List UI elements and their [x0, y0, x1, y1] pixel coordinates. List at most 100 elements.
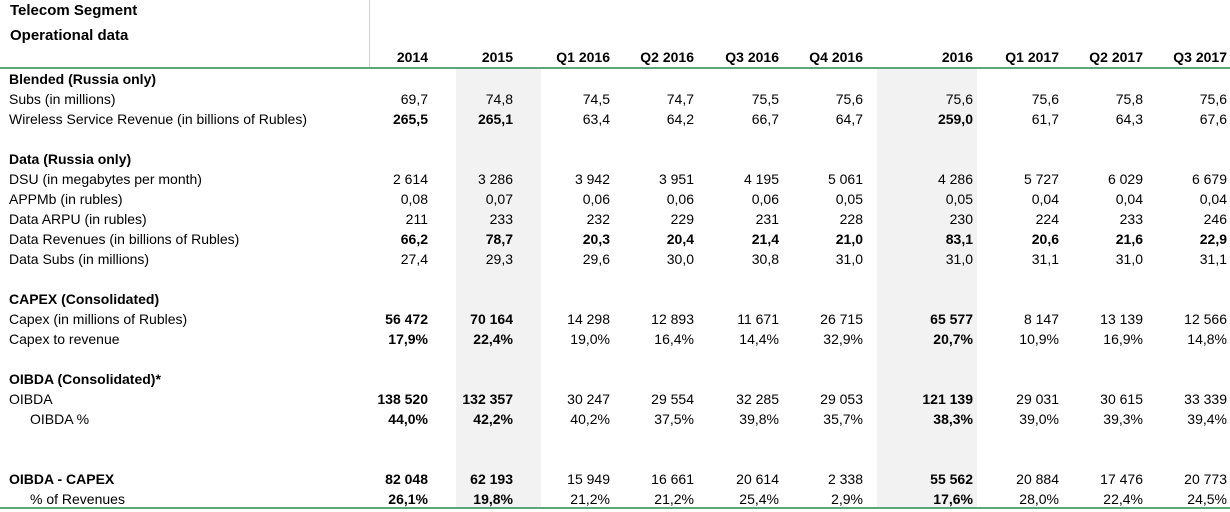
cell-value: 56 472 — [385, 311, 428, 327]
header-column-divider — [369, 0, 370, 68]
cell-value: 0,06 — [751, 191, 779, 207]
row-label: OIBDA (Consolidated)* — [9, 371, 161, 387]
cell-value: 28,0% — [1019, 491, 1059, 507]
row-label: DSU (in megabytes per month) — [9, 171, 202, 187]
section-row: Data (Russia only) — [0, 149, 1230, 169]
cell-value: 75,6 — [945, 91, 973, 107]
cell-value: 83,1 — [945, 231, 973, 247]
cell-value: 39,4% — [1187, 411, 1227, 427]
cell-value: 75,8 — [1115, 91, 1143, 107]
cell-value: 14,4% — [739, 331, 779, 347]
cell-value: 22,4% — [473, 331, 513, 347]
section-row: CAPEX (Consolidated) — [0, 289, 1230, 309]
cell-value: 35,7% — [823, 411, 863, 427]
shaded-column-2015 — [456, 68, 541, 509]
cell-value: 13 139 — [1100, 311, 1143, 327]
row-label: OIBDA — [9, 391, 53, 407]
cell-value: 20,3 — [582, 231, 610, 247]
row-label: Data Subs (in millions) — [9, 251, 150, 267]
table-row: Capex (in millions of Rubles) 56 472 70 16… — [0, 309, 1230, 329]
cell-value: 29 031 — [1016, 391, 1059, 407]
cell-value: 26,1% — [388, 491, 428, 507]
cell-value: 75,5 — [751, 91, 779, 107]
cell-value: 211 — [405, 211, 428, 227]
cell-value: 246 — [1203, 211, 1227, 227]
row-label: OIBDA - CAPEX — [9, 471, 115, 487]
cell-value: 25,4% — [739, 491, 779, 507]
cell-value: 29 554 — [651, 391, 694, 407]
row-label: Blended (Russia only) — [9, 71, 157, 87]
cell-value: 32 285 — [736, 391, 779, 407]
row-label: Data (Russia only) — [9, 151, 132, 167]
cell-value: 138 520 — [377, 391, 428, 407]
cell-value: 21,4 — [751, 231, 779, 247]
table-row: Data ARPU (in rubles) 211 233 232 229 231 228 2… — [0, 209, 1230, 229]
column-header: Q3 2017 — [1173, 49, 1227, 65]
cell-value: 231 — [755, 211, 779, 227]
spacer-row — [0, 429, 1230, 449]
cell-value: 82 048 — [385, 471, 428, 487]
cell-value: 19,8% — [473, 491, 513, 507]
cell-value: 74,5 — [582, 91, 610, 107]
cell-value: 11 671 — [737, 311, 779, 327]
cell-value: 33 339 — [1184, 391, 1227, 407]
cell-value: 21,6 — [1115, 231, 1143, 247]
table-row: Subs (in millions) 69,7 74,8 74,5 74,7 75,5 75… — [0, 89, 1230, 109]
cell-value: 20 884 — [1016, 471, 1059, 487]
cell-value: 16 661 — [651, 471, 694, 487]
cell-value: 233 — [1119, 211, 1143, 227]
cell-value: 30,0 — [666, 251, 694, 267]
cell-value: 30,8 — [751, 251, 779, 267]
sheet-subtitle: Operational data — [10, 27, 129, 44]
column-header: Q4 2016 — [809, 49, 863, 65]
cell-value: 39,3% — [1103, 411, 1143, 427]
table-row: APPMb (in rubles) 0,08 0,07 0,06 0,06 0,06 0,0… — [0, 189, 1230, 209]
cell-value: 66,2 — [400, 231, 428, 247]
cell-value: 15 949 — [567, 471, 610, 487]
cell-value: 0,05 — [835, 191, 863, 207]
cell-value: 19,0% — [570, 331, 610, 347]
cell-value: 31,1 — [1199, 251, 1227, 267]
cell-value: 232 — [586, 211, 610, 227]
row-label: Capex (in millions of Rubles) — [9, 311, 188, 327]
cell-value: 64,7 — [835, 111, 863, 127]
cell-value: 0,05 — [945, 191, 973, 207]
cell-value: 224 — [1035, 211, 1059, 227]
table-row: Capex to revenue 17,9% 22,4% 19,0% 16,4% 14,4… — [0, 329, 1230, 349]
cell-value: 27,4 — [400, 251, 428, 267]
cell-value: 39,0% — [1019, 411, 1059, 427]
cell-value: 0,04 — [1199, 191, 1227, 207]
cell-value: 38,3% — [933, 411, 973, 427]
cell-value: 22,9 — [1199, 231, 1227, 247]
row-label: Capex to revenue — [9, 331, 120, 347]
row-label: Subs (in millions) — [9, 91, 116, 107]
cell-value: 37,5% — [654, 411, 694, 427]
cell-value: 229 — [670, 211, 694, 227]
cell-value: 21,0 — [835, 231, 863, 247]
cell-value: 3 286 — [477, 171, 513, 187]
cell-value: 3 942 — [574, 171, 610, 187]
row-label: APPMb (in rubles) — [9, 191, 123, 207]
cell-value: 69,7 — [400, 91, 428, 107]
cell-value: 40,2% — [570, 411, 610, 427]
column-header: Q3 2016 — [725, 49, 779, 65]
cell-value: 64,2 — [666, 111, 694, 127]
cell-value: 75,6 — [1199, 91, 1227, 107]
cell-value: 26 715 — [820, 311, 863, 327]
row-label: % of Revenues — [30, 491, 125, 507]
cell-value: 74,7 — [666, 91, 694, 107]
section-row: OIBDA (Consolidated)* — [0, 369, 1230, 389]
spacer-row — [0, 349, 1230, 369]
column-header: Q1 2017 — [1005, 49, 1059, 65]
cell-value: 14,8% — [1187, 331, 1227, 347]
cell-value: 67,6 — [1199, 111, 1227, 127]
section-row: Blended (Russia only) — [0, 69, 1230, 89]
cell-value: 55 562 — [930, 471, 973, 487]
cell-value: 20,7% — [933, 331, 973, 347]
cell-value: 0,07 — [485, 191, 513, 207]
cell-value: 65 577 — [930, 311, 973, 327]
cell-value: 74,8 — [485, 91, 513, 107]
cell-value: 2 614 — [392, 171, 428, 187]
cell-value: 78,7 — [485, 231, 513, 247]
cell-value: 0,06 — [666, 191, 694, 207]
